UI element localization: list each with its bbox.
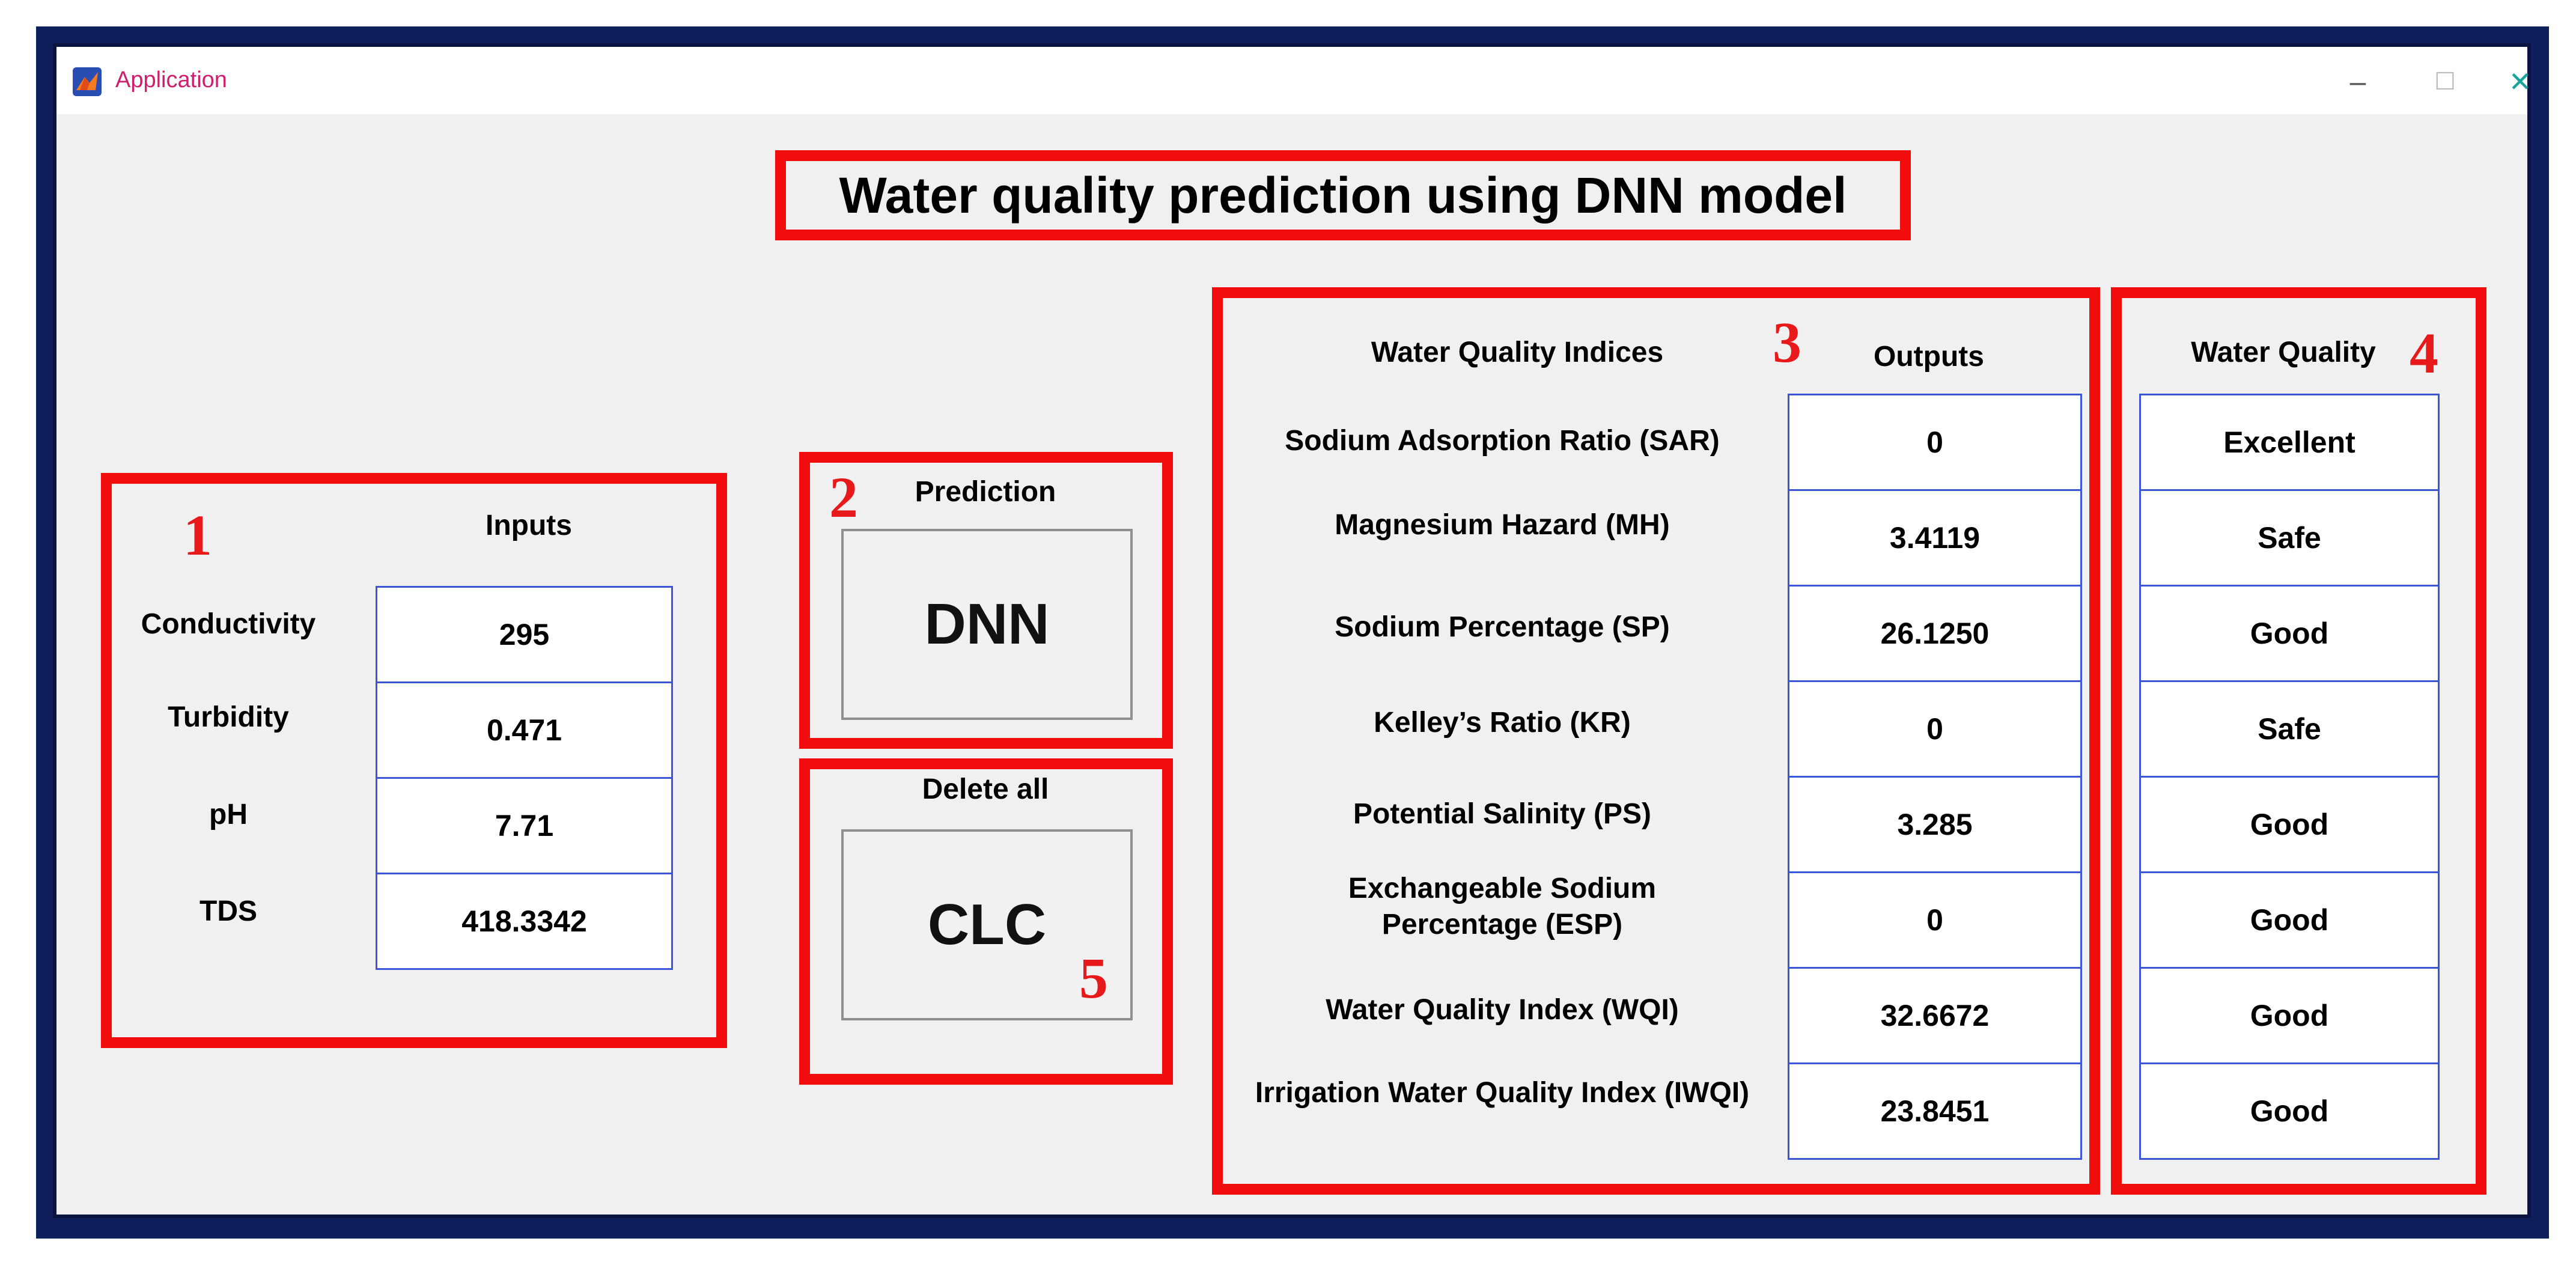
esp-label-line1: Exchangeable Sodium: [1348, 873, 1657, 904]
sp-label: Sodium Percentage (SP): [1335, 611, 1670, 643]
tds-label: TDS: [199, 895, 257, 927]
minimize-button[interactable]: –: [2349, 66, 2366, 98]
water-quality-heading: Water Quality: [2191, 337, 2376, 368]
esp-label-line2: Percentage (ESP): [1381, 909, 1623, 940]
iwqi-output: 23.8451: [1788, 1062, 2082, 1160]
quality-wqi: Good: [2139, 967, 2440, 1064]
inputs-panel-box: [101, 473, 727, 1048]
sp-output: 26.1250: [1788, 585, 2082, 682]
outputs-heading: Outputs: [1874, 341, 1984, 373]
dnn-predict-button[interactable]: DNN: [841, 529, 1133, 720]
callout-1: 1: [183, 503, 212, 567]
indices-panel-box: [1212, 287, 2100, 1195]
prediction-heading: Prediction: [915, 476, 1056, 508]
title-bar: Application – ☐ ✕: [56, 47, 2532, 114]
inputs-heading: Inputs: [486, 510, 572, 541]
quality-sp: Good: [2139, 585, 2440, 682]
mh-label: Magnesium Hazard (MH): [1335, 509, 1670, 541]
ph-input[interactable]: 7.71: [376, 777, 673, 874]
ph-label: pH: [209, 799, 248, 831]
turbidity-input[interactable]: 0.471: [376, 681, 673, 779]
quality-panel-box: [2111, 287, 2486, 1195]
quality-esp: Good: [2139, 871, 2440, 969]
kr-output: 0: [1788, 680, 2082, 778]
turbidity-label: Turbidity: [168, 701, 289, 733]
conductivity-input[interactable]: 295: [376, 586, 673, 683]
clc-clear-button[interactable]: CLC: [841, 829, 1133, 1020]
esp-output: 0: [1788, 871, 2082, 969]
close-button[interactable]: ✕: [2508, 66, 2532, 97]
conductivity-label: Conductivity: [141, 608, 316, 640]
quality-kr: Safe: [2139, 680, 2440, 778]
prediction-panel-box: [799, 452, 1173, 749]
delete-panel-box: [799, 758, 1173, 1085]
ps-label: Potential Salinity (PS): [1353, 798, 1652, 830]
iwqi-label: Irrigation Water Quality Index (IWQI): [1255, 1077, 1750, 1109]
page-title: Water quality prediction using DNN model: [839, 166, 1847, 224]
callout-3: 3: [1773, 310, 1801, 374]
mh-output: 3.4119: [1788, 489, 2082, 587]
indices-heading: Water Quality Indices: [1371, 337, 1664, 368]
sar-output: 0: [1788, 394, 2082, 491]
wqi-label: Water Quality Index (WQI): [1326, 994, 1679, 1026]
matlab-app-icon: [73, 67, 102, 96]
maximize-button[interactable]: ☐: [2434, 69, 2456, 95]
quality-mh: Safe: [2139, 489, 2440, 587]
wqi-output: 32.6672: [1788, 967, 2082, 1064]
quality-iwqi: Good: [2139, 1062, 2440, 1160]
delete-all-heading: Delete all: [922, 773, 1049, 805]
quality-ps: Good: [2139, 776, 2440, 873]
window-title: Application: [115, 67, 227, 93]
sar-label: Sodium Adsorption Ratio (SAR): [1285, 425, 1720, 457]
title-highlight-box: [775, 150, 1911, 240]
callout-5: 5: [1079, 946, 1108, 1010]
quality-sar: Excellent: [2139, 394, 2440, 491]
callout-4: 4: [2410, 321, 2438, 385]
ps-output: 3.285: [1788, 776, 2082, 873]
callout-2: 2: [829, 465, 858, 529]
kr-label: Kelley’s Ratio (KR): [1374, 707, 1631, 739]
tds-input[interactable]: 418.3342: [376, 873, 673, 970]
